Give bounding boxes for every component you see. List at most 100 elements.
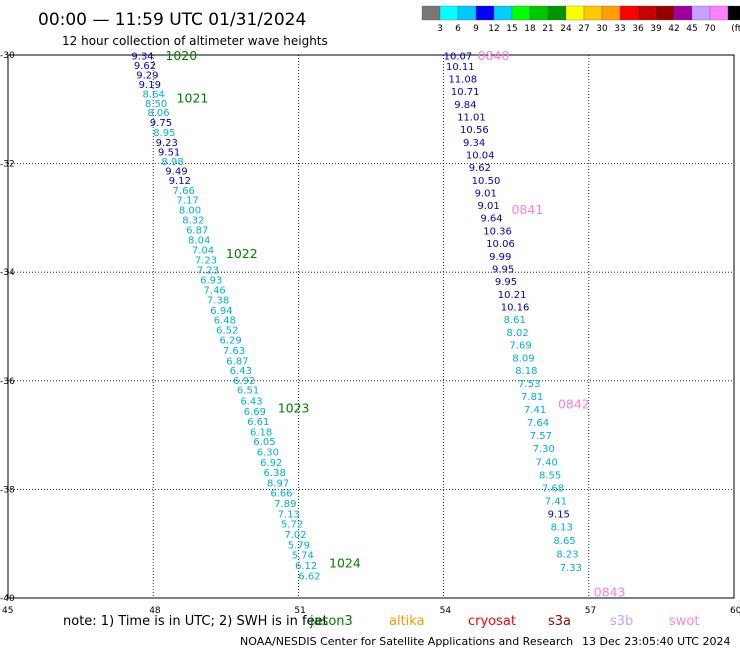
track-time-label: 1020 [165,48,197,63]
wave-height-value: 7.63 [223,346,245,357]
wave-height-value: 10.16 [501,302,530,313]
wave-height-value: 7.17 [176,196,198,207]
wave-height-value: 7.38 [207,295,229,306]
wave-height-value: 7.02 [284,530,306,541]
satellite-name: altika [389,614,425,629]
wave-height-value: 7.81 [521,392,543,403]
wave-height-value: 8.95 [153,128,175,139]
legend-swatch [637,5,657,21]
wave-height-value: 9.15 [548,509,570,520]
legend-swatch [493,5,513,21]
wave-height-value: 7.40 [536,457,558,468]
wave-height-value: 7.64 [527,418,549,429]
map-subtitle: 12 hour collection of altimeter wave hei… [62,34,328,48]
wave-height-value: 7.89 [274,499,296,510]
wave-height-value: 9.29 [136,71,158,82]
legend-label: 27 [578,24,589,34]
legend-swatch [457,5,477,21]
wave-height-value: 6.05 [253,437,275,448]
track-time-label: 0842 [558,397,590,412]
wave-height-value: 10.06 [486,239,515,250]
wave-height-value: 9.51 [158,148,180,159]
wave-height-value: 7.30 [533,444,555,455]
legend-swatch [619,5,639,21]
legend-swatch [583,5,603,21]
legend-swatch [691,5,711,21]
legend-label: 24 [560,24,572,34]
wave-height-value: 8.55 [539,470,561,481]
lat-tick-label: -38 [0,485,15,495]
satellite-key: jason3 altika cryosat s3a s3b swot [309,614,699,629]
lon-tick-label: 57 [585,606,596,616]
satellite-name: swot [669,614,699,629]
legend-label: 18 [524,24,536,34]
lat-tick-label: -36 [0,377,15,387]
wave-height-value: 8.64 [143,90,165,101]
wave-height-value: 8.23 [556,550,578,561]
satellite-tracks: 9.349.629.299.198.648.508.069.758.959.23… [131,48,625,599]
lat-tick-label: -40 [0,594,15,604]
legend-swatch [565,5,585,21]
wave-height-value: 6.51 [237,386,259,397]
wave-height-value: 8.98 [161,157,183,168]
wave-height-value: 7.66 [173,186,195,197]
wave-height-value: 6.43 [240,396,262,407]
wave-height-value: 7.46 [204,286,226,297]
legend-swatch [655,5,675,21]
wave-height-value: 8.50 [145,99,167,110]
wave-height-value: 10.11 [446,62,475,73]
wave-height-value: 10.21 [498,290,527,301]
wave-height-value: 7.53 [518,379,540,390]
wave-height-value: 9.34 [463,138,485,149]
legend-swatch [529,5,549,21]
wave-height-value: 7.23 [197,266,219,277]
legend-unit: (ft) [731,24,740,34]
wave-height-value: 6.62 [298,571,320,582]
track-time-label: 1024 [329,556,361,571]
wave-height-value: 10.04 [466,150,495,161]
track-time-label: 1021 [177,90,209,105]
wave-height-value: 5.79 [288,540,310,551]
legend-label: 15 [506,24,517,34]
wave-height-value: 10.71 [451,87,480,98]
wave-height-value: 7.68 [542,483,564,494]
wave-height-value: 8.04 [188,236,210,247]
legend-label: 12 [488,24,499,34]
wave-height-value: 9.95 [492,264,514,275]
wave-height-value: 6.87 [186,225,208,236]
wave-height-value: 9.19 [139,80,161,91]
lon-tick-label: 48 [149,606,161,616]
wave-height-value: 7.13 [278,509,300,520]
credit-text: NOAA/NESDIS Center for Satellite Applica… [240,635,573,648]
wave-height-value: 11.01 [457,112,486,123]
wave-height-value: 6.18 [250,427,272,438]
lon-tick-label: 51 [294,606,305,616]
wave-height-value: 8.61 [504,315,526,326]
wave-height-value: 5.74 [292,551,314,562]
wave-height-value: 9.95 [495,277,517,288]
footnote: note: 1) Time is in UTC; 2) SWH is in fe… [63,614,328,629]
wave-height-value: 9.01 [475,188,497,199]
legend-label: 9 [473,24,479,34]
wave-height-value: 8.18 [515,366,537,377]
legend-label: 45 [686,24,697,34]
wave-height-value: 6.92 [260,458,282,469]
wave-height-value: 10.36 [483,226,512,237]
wave-height-value: 8.00 [179,205,201,216]
wave-height-value: 6.92 [233,376,255,387]
legend-label: 3 [437,24,443,34]
wave-height-value: 9.84 [454,100,476,111]
wave-height-value: 6.87 [226,356,248,367]
wave-height-value: 9.62 [469,163,491,174]
wave-height-value: 7.23 [195,255,217,266]
wave-height-value: 6.66 [270,489,292,500]
wave-height-value: 9.49 [165,167,187,178]
wave-height-value: 6.94 [210,306,232,317]
legend-label: 6 [455,24,461,34]
track-time-label: 1023 [278,400,310,415]
lon-tick-label: 60 [730,606,740,616]
wave-height-value: 6.38 [264,468,286,479]
legend-swatch [511,5,531,21]
wave-height-value: 9.23 [156,138,178,149]
